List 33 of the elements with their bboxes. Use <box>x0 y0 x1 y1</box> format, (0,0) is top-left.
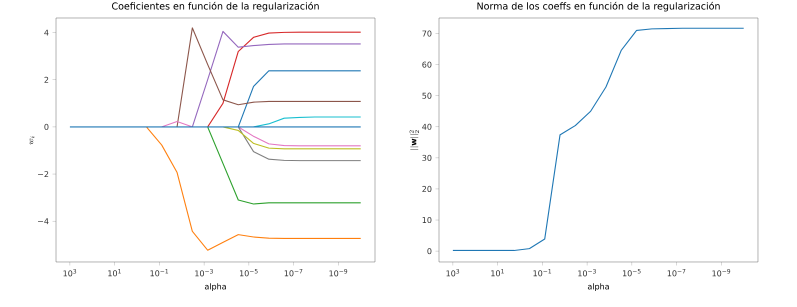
x-tick-label: 10$^{−1}$ <box>150 269 168 276</box>
x-tick-label: 10$^{−5}$ <box>240 269 258 276</box>
y-tick-label: 30 <box>422 154 432 161</box>
x-tick-label: 10$^{3}$ <box>64 269 76 276</box>
x-tick-label: 10$^{−7}$ <box>284 269 302 276</box>
y-tick-label: 20 <box>422 186 432 192</box>
x-tick-label: 10$^{1}$ <box>108 269 121 276</box>
x-tick-label: 10$^{−3}$ <box>578 269 596 276</box>
x-tick-label: 10$^{−1}$ <box>533 269 552 276</box>
chart-title: Coeficientes en función de la regularización <box>112 2 319 12</box>
x-tick-label: 10$^{1}$ <box>491 269 504 276</box>
y-axis-title: $w_i$ <box>30 136 34 144</box>
x-axis-title: alpha <box>588 283 609 292</box>
y-tick-label: 10 <box>422 216 432 224</box>
x-axis-title: alpha <box>204 283 226 292</box>
x-tick-label: 10$^{−9}$ <box>712 269 730 276</box>
y-tick-label: 0 <box>44 124 48 130</box>
y-tick-label: 0 <box>427 248 432 254</box>
y-tick-label: 50 <box>422 92 432 99</box>
x-tick-label: 10$^{−5}$ <box>622 269 641 276</box>
y-tick-label: 2 <box>44 76 48 83</box>
x-tick-label: 10$^{3}$ <box>446 269 460 276</box>
y-tick-label: 40 <box>422 124 432 130</box>
y-tick-label: 4 <box>44 30 49 36</box>
y-tick-label: 60 <box>422 62 432 68</box>
x-tick-label: 10$^{−9}$ <box>329 269 348 276</box>
y-axis-title: $||\mathbf{w}||_2^2$ <box>409 130 419 150</box>
y-tick-label: 70 <box>422 30 432 37</box>
chart-title: Norma de los coeffs en función de la regularización <box>477 2 720 12</box>
y-tick-label: −2 <box>38 171 48 178</box>
y-tick-label: −4 <box>38 218 49 224</box>
x-tick-label: 10$^{−3}$ <box>195 269 213 276</box>
x-tick-label: 10$^{−7}$ <box>668 269 686 276</box>
